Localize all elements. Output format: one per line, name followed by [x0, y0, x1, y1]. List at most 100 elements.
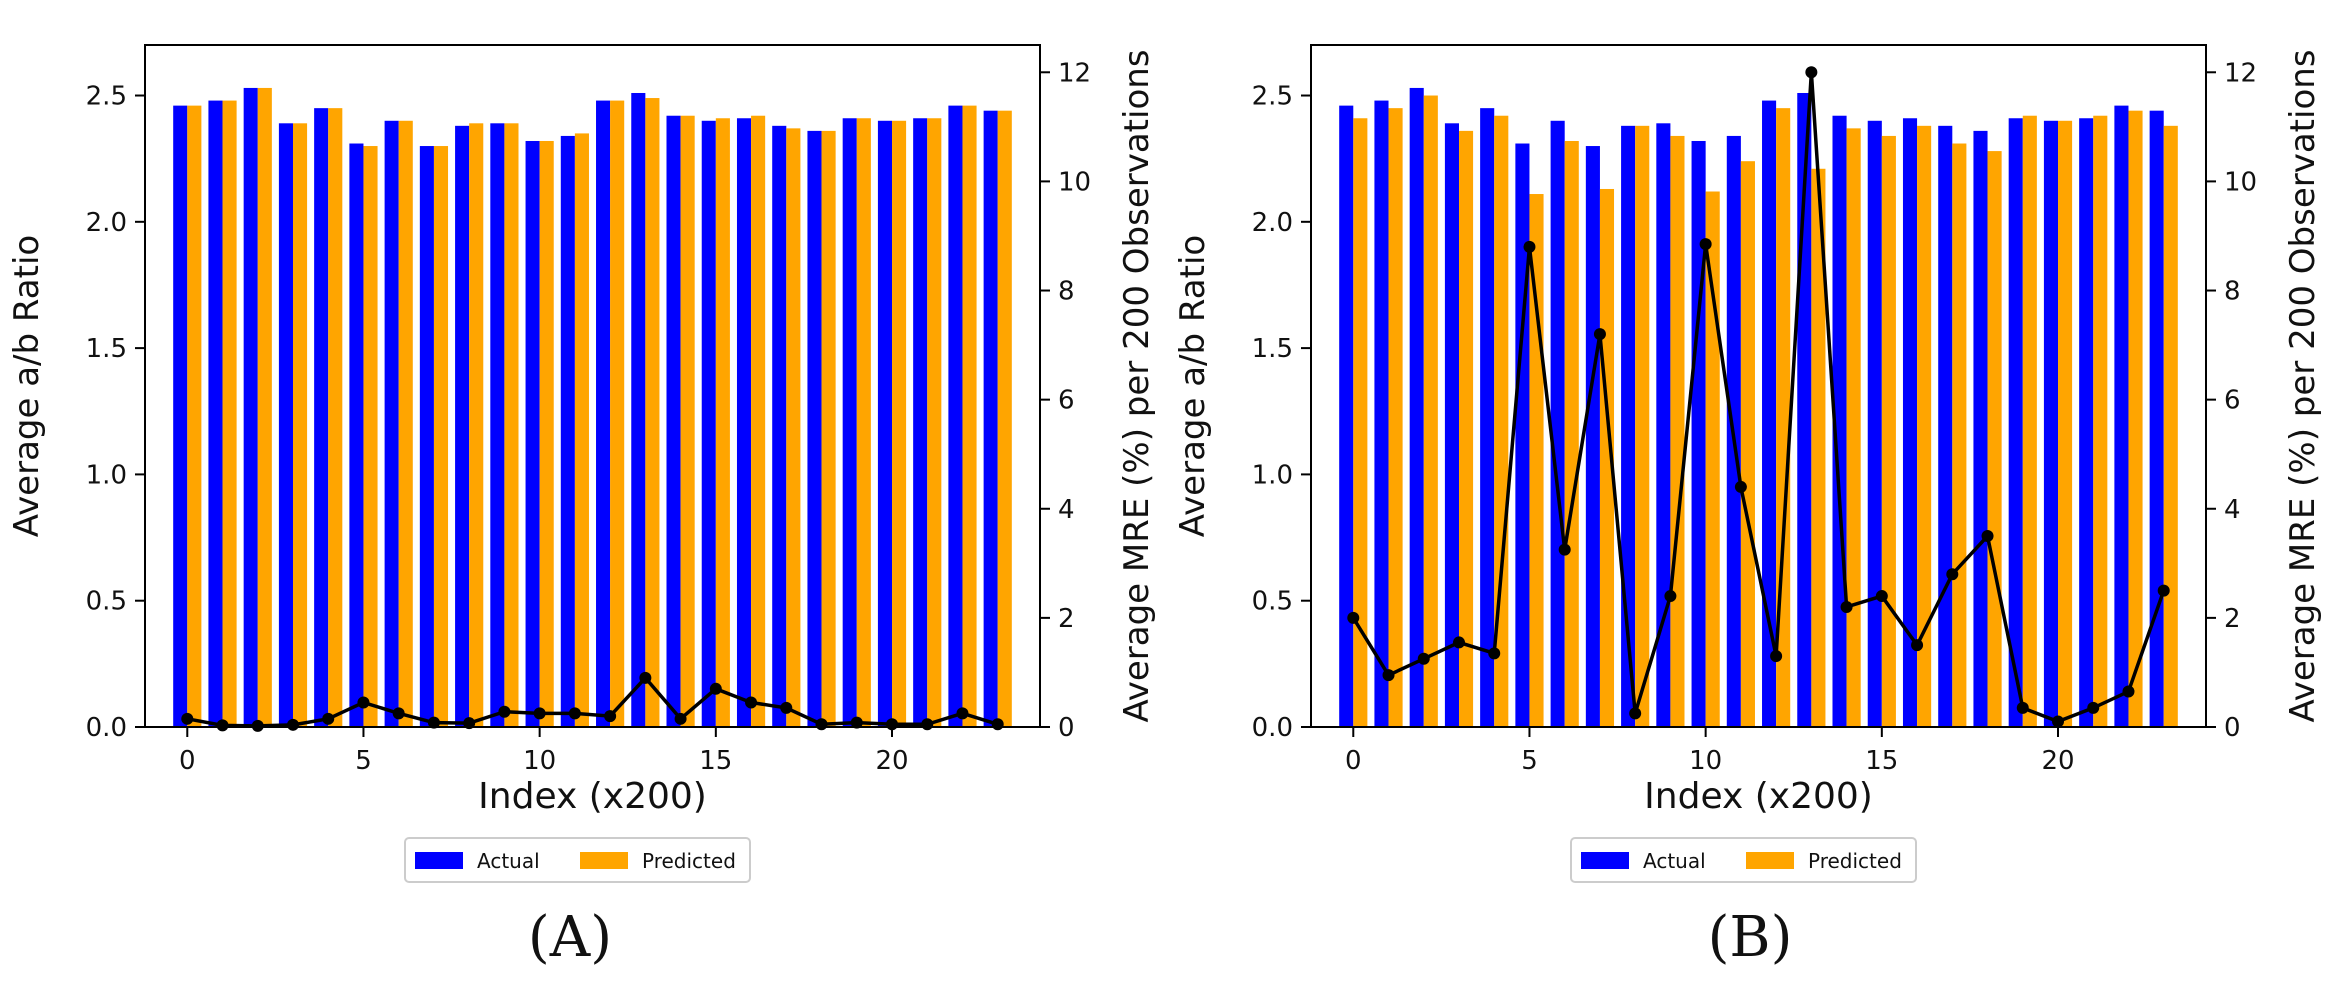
y-tick-label-5: 2.5 — [86, 82, 127, 112]
x-tick-label-0: 0 — [1345, 746, 1362, 776]
y-tick-label-2: 1.0 — [1252, 460, 1293, 490]
bar-actual-4 — [314, 108, 329, 728]
y2-axis-label: Average MRE (%) per 200 Observations — [2283, 49, 2323, 722]
bar-actual-17 — [772, 125, 787, 727]
mre-point-22 — [956, 707, 969, 720]
bar-predicted-0 — [1353, 118, 1368, 728]
y2-tick-label-6: 12 — [1058, 58, 1091, 88]
y2-tick-label-0: 0 — [1058, 713, 1075, 743]
mre-point-10 — [1699, 238, 1712, 251]
bar-actual-3 — [278, 123, 293, 727]
bar-actual-12 — [1762, 100, 1777, 727]
y-axis-label: Average a/b Ratio — [1173, 235, 1213, 537]
y-tick-label-1: 0.5 — [86, 587, 127, 617]
y2-tick-label-1: 2 — [2224, 604, 2241, 634]
bar-predicted-23 — [2163, 125, 2178, 727]
bar-predicted-15 — [1881, 135, 1896, 727]
y-tick-label-1: 0.5 — [1252, 587, 1293, 617]
bar-actual-21 — [913, 118, 928, 728]
mre-point-18 — [1981, 530, 1994, 543]
bar-predicted-1 — [222, 100, 237, 727]
y-tick-label-3: 1.5 — [86, 334, 127, 364]
x-tick-label-2: 10 — [523, 746, 556, 776]
plot-frame — [1310, 44, 2207, 728]
bar-predicted-2 — [1423, 95, 1438, 728]
bar-actual-15 — [1867, 120, 1882, 728]
y2-tick-label-2: 4 — [2224, 495, 2241, 525]
bar-actual-1 — [1374, 100, 1389, 727]
bar-predicted-4 — [1494, 115, 1509, 727]
figure-panel-b: 0.0 0.5 1.0 1.5 2.0 2.5 0 2 4 6 8 10 12 0 5 10 15 20 Index… — [1166, 0, 2332, 1007]
mre-point-16 — [745, 696, 758, 709]
bar-actual-19 — [842, 118, 857, 728]
bar-predicted-1 — [1388, 108, 1403, 728]
mre-point-2 — [1417, 652, 1430, 665]
bar-predicted-18 — [821, 130, 836, 728]
y2-tick-label-5: 10 — [2224, 167, 2257, 197]
mre-point-4 — [1488, 647, 1501, 660]
mre-point-15 — [1875, 590, 1888, 603]
bar-actual-8 — [1621, 125, 1636, 727]
bar-actual-18 — [1973, 130, 1988, 728]
bar-predicted-6 — [1564, 140, 1579, 728]
y2-tick-label-4: 8 — [2224, 277, 2241, 307]
bar-actual-6 — [1550, 120, 1565, 728]
mre-point-4 — [322, 712, 335, 725]
bar-predicted-17 — [786, 128, 801, 727]
bar-actual-16 — [736, 118, 752, 728]
chart-b: 0.0 0.5 1.0 1.5 2.0 2.5 0 2 4 6 8 10 12 0 5 10 15 20 Index… — [1173, 44, 2323, 883]
mre-point-19 — [850, 716, 863, 729]
y2-tick-label-6: 12 — [2224, 58, 2257, 88]
x-tick-label-3: 15 — [699, 746, 732, 776]
mre-point-17 — [780, 701, 793, 714]
bar-actual-9 — [1656, 123, 1671, 727]
legend-swatch-predicted — [580, 852, 628, 869]
x-tick-label-4: 20 — [875, 746, 908, 776]
bar-predicted-22 — [2128, 110, 2143, 727]
mre-point-3 — [286, 718, 299, 731]
bar-actual-22 — [948, 105, 963, 728]
x-tick-label-0: 0 — [179, 746, 196, 776]
bar-predicted-13 — [645, 98, 660, 728]
legend-box — [1570, 837, 1917, 883]
bar-predicted-0 — [187, 105, 202, 728]
legend-label-actual: Actual — [477, 849, 540, 873]
bar-actual-8 — [455, 125, 470, 727]
bar-actual-21 — [2079, 118, 2094, 728]
bar-predicted-21 — [927, 118, 942, 728]
bar-predicted-15 — [715, 118, 730, 728]
y-tick-label-0: 0.0 — [1252, 713, 1293, 743]
legend-swatch-predicted — [1746, 852, 1794, 869]
bar-predicted-6 — [398, 120, 413, 728]
bar-predicted-11 — [1740, 161, 1755, 727]
y-tick-label-5: 2.5 — [1252, 82, 1293, 112]
legend-label-predicted: Predicted — [642, 849, 736, 873]
mre-point-18 — [815, 718, 828, 731]
bar-actual-2 — [1409, 87, 1424, 728]
bar-predicted-8 — [469, 123, 484, 727]
mre-point-14 — [1840, 600, 1853, 613]
bar-actual-13 — [631, 92, 646, 727]
mre-point-23 — [2157, 584, 2170, 597]
bar-predicted-3 — [292, 123, 308, 727]
bar-predicted-16 — [1917, 125, 1932, 727]
bar-actual-10 — [1691, 140, 1706, 728]
mre-point-12 — [1770, 650, 1783, 663]
bar-predicted-14 — [680, 115, 695, 727]
bar-predicted-3 — [1458, 130, 1474, 728]
figure-panel-a: 0.0 0.5 1.0 1.5 2.0 2.5 0 2 4 6 8 10 12 0 5 10 15 20 Index… — [7, 44, 1157, 883]
mre-point-2 — [251, 719, 264, 732]
mre-point-6 — [392, 707, 405, 720]
bar-actual-0 — [1339, 105, 1354, 728]
bar-predicted-18 — [1987, 151, 2002, 728]
mre-point-20 — [2052, 715, 2065, 728]
bar-predicted-13 — [1811, 168, 1826, 727]
bar-actual-22 — [2114, 105, 2129, 728]
bar-predicted-5 — [363, 146, 378, 727]
y2-tick-label-1: 2 — [1058, 604, 1075, 634]
bar-actual-15 — [701, 120, 716, 728]
y2-axis-label: Average MRE (%) per 200 Observations — [1117, 49, 1157, 722]
bar-actual-20 — [877, 120, 893, 728]
bar-predicted-19 — [856, 118, 871, 728]
bar-actual-18 — [807, 130, 822, 728]
